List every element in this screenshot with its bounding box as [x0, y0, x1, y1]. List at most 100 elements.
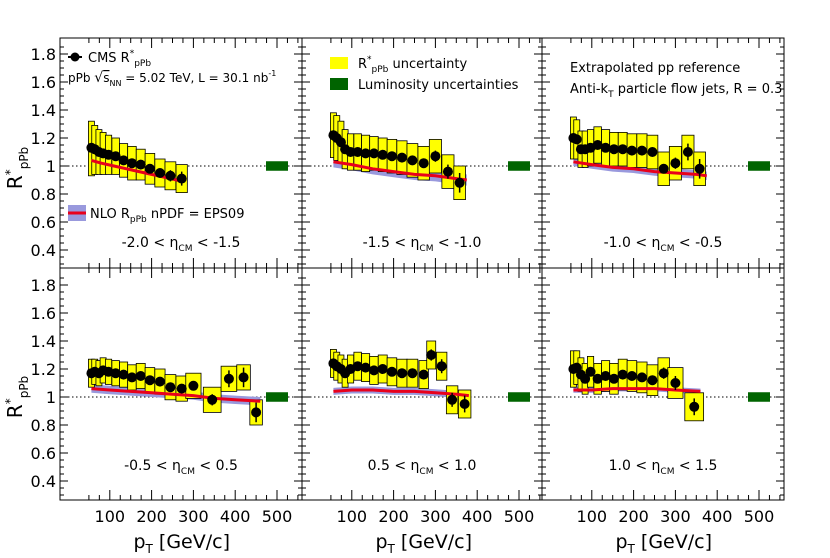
x-tick-label: 200 — [136, 507, 167, 526]
legend-lumi-swatch — [330, 78, 348, 90]
data-point — [135, 371, 146, 381]
luminosity-box — [266, 161, 288, 171]
data-point — [670, 158, 681, 169]
panel-label: 0.5 < ηCM < 1.0 — [368, 458, 477, 477]
y-tick-label: 0.8 — [31, 185, 56, 204]
y-tick-label: 0.8 — [31, 416, 56, 435]
panel-1: 0.4 0.6 0.8 1 1.2 1.4 1.6 1.8 -2.0 < ηCM < -1.5 — [31, 37, 303, 269]
data-point — [188, 380, 199, 391]
panel-label: -1.5 < ηCM < -1.0 — [363, 235, 482, 254]
data-point — [600, 142, 611, 153]
data-point — [600, 371, 611, 381]
data-point — [360, 148, 371, 159]
data-point — [585, 366, 596, 377]
data-point — [407, 368, 418, 379]
y-tick-label: 0.6 — [31, 213, 56, 232]
x-tick-label: 500 — [744, 507, 775, 526]
data-point — [459, 399, 470, 409]
data-point — [592, 373, 603, 384]
x-tick-label: 200 — [378, 507, 409, 526]
data-point — [165, 170, 176, 181]
data-point — [144, 375, 155, 386]
luminosity-box — [508, 161, 530, 171]
data-point — [368, 365, 379, 376]
x-tick-label: 400 — [702, 507, 733, 526]
data-point — [377, 364, 388, 374]
data-point — [670, 378, 681, 388]
data-point — [617, 369, 628, 380]
data-point — [608, 373, 619, 384]
data-point — [144, 163, 155, 174]
data-point — [647, 375, 658, 386]
data-point — [626, 371, 637, 381]
data-point — [352, 361, 363, 372]
legend-nlo-label: NLO RpPb nPDF = EPS09 — [90, 207, 244, 225]
data-point — [636, 372, 647, 383]
panel-label: -2.0 < ηCM < -1.5 — [122, 235, 241, 254]
x-tick-label: 300 — [420, 507, 451, 526]
axes-text-layer: R*pPb R*pPb pT [GeV/c] pT [GeV/c] pT [Ge… — [3, 49, 782, 556]
x-tick-label: 100 — [337, 507, 368, 526]
luminosity-box — [266, 392, 288, 402]
data-point — [345, 147, 356, 157]
data-point — [426, 350, 437, 360]
data-point — [454, 177, 465, 188]
y-tick-label: 0.6 — [31, 444, 56, 463]
panel-6: 100 200 300 400 500 1.0 < ηCM < 1.5 — [541, 267, 785, 526]
data-point — [608, 144, 619, 155]
data-point — [571, 134, 582, 145]
data-point — [352, 147, 363, 157]
data-point — [126, 158, 137, 169]
data-point — [694, 163, 705, 174]
y-tick-label: 1.4 — [31, 332, 56, 351]
data-point — [617, 144, 628, 155]
annotation-reference: Extrapolated pp reference — [570, 61, 740, 76]
data-point — [626, 145, 637, 156]
data-point — [386, 366, 397, 377]
y-tick-label: 1 — [46, 157, 56, 176]
y-tick-label: 1.6 — [31, 304, 56, 323]
legend-cms-label: CMS R*pPb — [88, 49, 151, 69]
ylabel-top: R*pPb — [3, 147, 31, 189]
data-point — [436, 361, 447, 372]
y-tick-label: 1.8 — [31, 45, 56, 64]
x-tick-label: 500 — [504, 507, 535, 526]
data-point — [442, 166, 453, 177]
y-tick-label: 1.8 — [31, 276, 56, 295]
data-point — [238, 372, 249, 383]
data-point — [658, 163, 669, 174]
legend-lumi-label: Luminosity uncertainties — [358, 78, 519, 93]
data-point — [396, 368, 407, 379]
data-point — [407, 155, 418, 166]
x-tick-label: 200 — [618, 507, 649, 526]
panel-2: -1.5 < ηCM < -1.0 — [301, 37, 543, 269]
xlabel-col-2: pT [GeV/c] — [375, 531, 472, 556]
annotation-system: pPb √sNN = 5.02 TeV, L = 30.1 nb-1 — [68, 69, 276, 88]
data-point — [658, 368, 669, 379]
data-point — [135, 159, 146, 170]
data-point — [176, 173, 187, 184]
data-point — [396, 152, 407, 163]
panel-4: 0.4 0.6 0.8 1 1.2 1.4 1.6 1.8 100 200 300 400 500 -0.… — [31, 267, 303, 526]
data-point — [418, 158, 429, 169]
data-point — [154, 376, 165, 387]
panel-frame — [541, 267, 785, 501]
legend-cms-marker — [70, 52, 80, 62]
data-point — [118, 369, 129, 380]
data-point — [647, 147, 658, 157]
data-point — [430, 151, 441, 162]
data-point — [377, 149, 388, 160]
panel-5: 100 200 300 400 500 0.5 < ηCM < 1.0 — [301, 267, 543, 526]
data-point — [368, 148, 379, 159]
x-tick-label: 300 — [660, 507, 691, 526]
data-point — [689, 401, 700, 412]
y-tick-label: 1.4 — [31, 101, 56, 120]
annotation-jets: Anti-kT particle flow jets, R = 0.3 — [570, 82, 782, 100]
data-point — [580, 373, 591, 384]
y-tick-label: 1.6 — [31, 73, 56, 92]
data-point — [165, 382, 176, 393]
legend-unc-label: R*pPb uncertainty — [358, 55, 468, 75]
y-tick-label: 1.2 — [31, 360, 56, 379]
legend-unc-swatch — [330, 57, 348, 69]
